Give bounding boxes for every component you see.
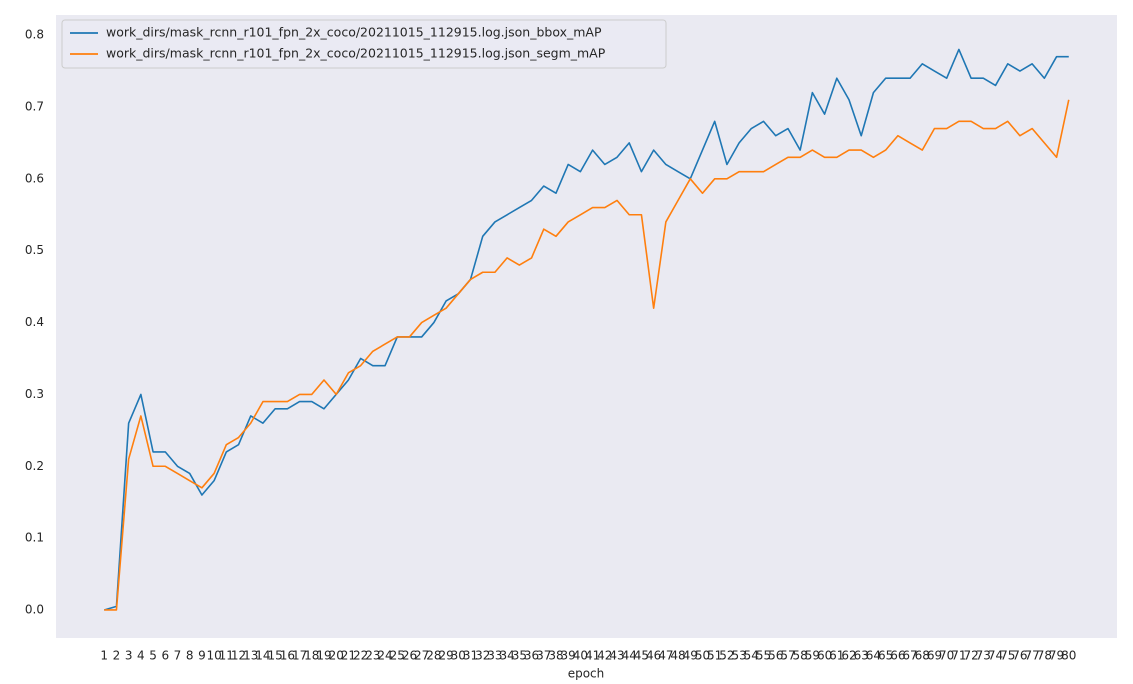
x-tick-label: 33: [487, 649, 502, 663]
x-tick-label: 52: [719, 649, 734, 663]
x-tick-label: 69: [927, 649, 942, 663]
x-tick-label: 23: [365, 649, 380, 663]
legend-label: work_dirs/mask_rcnn_r101_fpn_2x_coco/202…: [106, 46, 606, 61]
x-axis-label: epoch: [568, 667, 605, 681]
x-tick-label: 56: [768, 649, 783, 663]
x-tick-label: 79: [1049, 649, 1064, 663]
x-tick-label: 20: [329, 649, 344, 663]
y-tick-label: 0.8: [25, 28, 44, 42]
x-tick-label: 63: [854, 649, 869, 663]
x-tick-label: 80: [1061, 649, 1076, 663]
legend: work_dirs/mask_rcnn_r101_fpn_2x_coco/202…: [61, 19, 667, 69]
x-tick-label: 28: [426, 649, 441, 663]
x-tick-label: 73: [976, 649, 991, 663]
x-tick-label: 26: [402, 649, 417, 663]
y-tick-label: 0.1: [25, 531, 44, 545]
x-tick-label: 19: [316, 649, 331, 663]
x-tick-label: 47: [658, 649, 673, 663]
x-tick-label: 51: [707, 649, 722, 663]
x-tick-label: 64: [866, 649, 881, 663]
x-tick-label: 34: [499, 649, 514, 663]
x-tick-label: 40: [573, 649, 588, 663]
x-tick-label: 62: [841, 649, 856, 663]
x-tick-label: 3: [125, 649, 133, 663]
x-tick-label: 24: [377, 649, 392, 663]
x-tick-label: 2: [113, 649, 121, 663]
x-tick-label: 43: [609, 649, 624, 663]
x-tick-label: 78: [1037, 649, 1052, 663]
x-tick-label: 38: [548, 649, 563, 663]
x-tick-label: 67: [902, 649, 917, 663]
x-tick-label: 49: [683, 649, 698, 663]
x-tick-label: 77: [1025, 649, 1040, 663]
x-tick-label: 53: [731, 649, 746, 663]
data-line: [104, 48, 1069, 611]
x-tick-label: 32: [475, 649, 490, 663]
x-tick-label: 36: [524, 649, 539, 663]
x-tick-label: 4: [137, 649, 145, 663]
x-tick-label: 46: [646, 649, 661, 663]
y-tick-label: 0.6: [25, 171, 44, 185]
x-tick-label: 25: [390, 649, 405, 663]
x-tick-label: 39: [561, 649, 576, 663]
x-tick-label: 75: [1000, 649, 1015, 663]
x-tick-label: 27: [414, 649, 429, 663]
x-tick-label: 11: [219, 649, 234, 663]
x-tick-label: 42: [597, 649, 612, 663]
x-tick-label: 45: [634, 649, 649, 663]
x-tick-label: 76: [1012, 649, 1027, 663]
x-tick-label: 68: [915, 649, 930, 663]
y-tick-label: 0.7: [25, 99, 44, 113]
x-tick-label: 54: [744, 649, 759, 663]
x-tick-label: 14: [255, 649, 270, 663]
x-tick-label: 66: [890, 649, 905, 663]
x-tick-label: 18: [304, 649, 319, 663]
x-tick-label: 9: [198, 649, 206, 663]
y-tick-label: 0.5: [25, 243, 44, 257]
x-tick-label: 65: [878, 649, 893, 663]
x-tick-label: 31: [463, 649, 478, 663]
x-tick-label: 57: [780, 649, 795, 663]
x-tick-label: 55: [756, 649, 771, 663]
x-tick-label: 7: [174, 649, 182, 663]
data-line: [104, 99, 1070, 611]
y-tick-label: 0.0: [25, 602, 44, 616]
x-tick-label: 6: [161, 649, 169, 663]
x-tick-label: 29: [438, 649, 453, 663]
legend-box: [61, 19, 667, 69]
x-tick-label: 59: [805, 649, 820, 663]
x-tick-label: 72: [963, 649, 978, 663]
x-tick-label: 37: [536, 649, 551, 663]
x-tick-label: 71: [951, 649, 966, 663]
x-tick-label: 70: [939, 649, 954, 663]
y-tick-label: 0.3: [25, 387, 44, 401]
x-tick-label: 22: [353, 649, 368, 663]
x-tick-label: 44: [622, 649, 637, 663]
x-tick-label: 15: [268, 649, 283, 663]
x-tick-label: 17: [292, 649, 307, 663]
x-tick-label: 12: [231, 649, 246, 663]
x-tick-label: 50: [695, 649, 710, 663]
x-tick-label: 61: [829, 649, 844, 663]
x-tick-label: 8: [186, 649, 194, 663]
x-tick-label: 21: [341, 649, 356, 663]
x-tick-label: 13: [243, 649, 258, 663]
legend-label: work_dirs/mask_rcnn_r101_fpn_2x_coco/202…: [106, 25, 602, 40]
x-tick-label: 1: [100, 649, 108, 663]
x-tick-label: 74: [988, 649, 1003, 663]
x-tick-label: 35: [512, 649, 527, 663]
x-tick-label: 58: [793, 649, 808, 663]
plot-area: [56, 15, 1117, 638]
y-tick-label: 0.2: [25, 459, 44, 473]
x-tick-label: 5: [149, 649, 157, 663]
y-tick-label: 0.4: [25, 315, 44, 329]
x-tick-label: 60: [817, 649, 832, 663]
x-tick-label: 30: [451, 649, 466, 663]
x-tick-label: 16: [280, 649, 295, 663]
x-tick-label: 10: [206, 649, 221, 663]
x-tick-label: 41: [585, 649, 600, 663]
x-tick-label: 48: [670, 649, 685, 663]
